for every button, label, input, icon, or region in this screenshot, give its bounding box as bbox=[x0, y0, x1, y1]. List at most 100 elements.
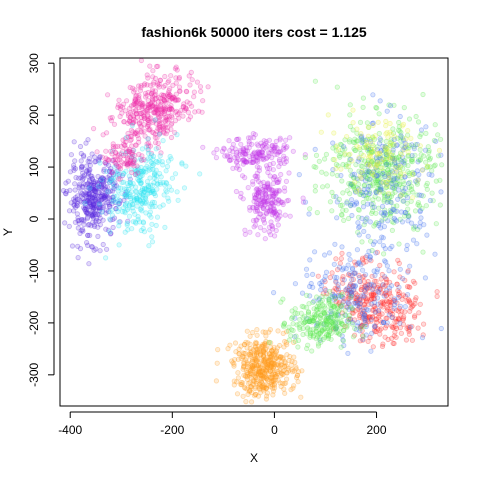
data-point bbox=[322, 273, 328, 279]
data-point bbox=[173, 97, 180, 103]
data-point bbox=[375, 301, 381, 307]
data-point bbox=[412, 223, 419, 229]
data-point bbox=[276, 342, 283, 349]
data-point bbox=[234, 136, 240, 143]
data-point bbox=[98, 183, 104, 189]
data-point bbox=[364, 161, 370, 167]
data-point bbox=[89, 182, 95, 188]
data-point bbox=[355, 319, 361, 326]
data-point bbox=[86, 190, 92, 196]
data-point bbox=[329, 270, 335, 276]
data-point bbox=[360, 104, 366, 111]
data-point bbox=[397, 163, 403, 169]
data-point bbox=[338, 344, 344, 350]
data-point bbox=[282, 338, 288, 345]
data-point bbox=[261, 227, 267, 233]
data-point bbox=[95, 224, 101, 230]
data-point bbox=[168, 134, 175, 141]
data-point bbox=[91, 188, 98, 194]
data-point bbox=[107, 209, 113, 215]
data-point bbox=[96, 156, 102, 162]
data-point bbox=[78, 189, 84, 195]
data-point bbox=[326, 329, 333, 335]
data-point bbox=[101, 179, 107, 185]
data-point bbox=[405, 169, 411, 175]
data-point bbox=[172, 96, 178, 103]
data-point bbox=[392, 318, 398, 325]
data-point bbox=[94, 149, 100, 155]
data-point bbox=[242, 384, 248, 390]
data-point bbox=[109, 151, 115, 157]
data-point bbox=[157, 103, 163, 109]
data-point bbox=[92, 223, 98, 230]
y-tick-label: 0 bbox=[27, 215, 41, 222]
data-point bbox=[123, 189, 129, 195]
data-point bbox=[146, 143, 152, 149]
data-point bbox=[133, 184, 139, 190]
data-point bbox=[155, 112, 161, 118]
data-point bbox=[233, 188, 239, 195]
data-point bbox=[113, 162, 120, 168]
data-point bbox=[334, 199, 340, 205]
data-point bbox=[92, 188, 99, 194]
data-point bbox=[405, 268, 411, 274]
data-point bbox=[396, 241, 402, 247]
data-point bbox=[404, 246, 410, 253]
data-point bbox=[72, 181, 78, 187]
data-point bbox=[168, 187, 175, 193]
data-point bbox=[83, 163, 90, 169]
data-point bbox=[153, 121, 160, 127]
data-point bbox=[150, 89, 156, 95]
data-point bbox=[235, 370, 241, 376]
data-point bbox=[95, 200, 101, 206]
data-point bbox=[93, 185, 99, 191]
data-point bbox=[293, 333, 299, 339]
data-point bbox=[77, 230, 83, 236]
data-point bbox=[157, 77, 164, 84]
data-point bbox=[117, 219, 123, 225]
data-point bbox=[83, 140, 89, 146]
data-point bbox=[278, 171, 284, 178]
data-point bbox=[175, 97, 181, 103]
data-point bbox=[242, 227, 248, 233]
data-point bbox=[136, 110, 142, 117]
data-point bbox=[367, 176, 373, 182]
data-point bbox=[86, 194, 92, 201]
data-point bbox=[359, 215, 365, 221]
data-point bbox=[101, 195, 107, 201]
data-point bbox=[103, 186, 109, 192]
data-point bbox=[140, 100, 146, 107]
data-point bbox=[77, 143, 84, 150]
data-point bbox=[313, 152, 320, 158]
data-point bbox=[271, 209, 277, 215]
data-point bbox=[433, 138, 439, 144]
data-point bbox=[423, 124, 429, 130]
data-point bbox=[91, 197, 97, 204]
data-point bbox=[145, 102, 151, 108]
data-point bbox=[191, 94, 197, 100]
data-point bbox=[270, 289, 277, 296]
data-point bbox=[362, 178, 368, 184]
data-point bbox=[173, 64, 179, 70]
data-point bbox=[75, 218, 81, 224]
data-point bbox=[407, 263, 413, 269]
data-point bbox=[292, 306, 298, 312]
data-point bbox=[398, 330, 404, 336]
data-point bbox=[149, 90, 155, 97]
data-point bbox=[149, 234, 155, 240]
data-point bbox=[145, 146, 151, 152]
data-point bbox=[101, 203, 107, 209]
data-point bbox=[170, 94, 177, 100]
data-point bbox=[96, 205, 102, 211]
data-point bbox=[148, 150, 154, 156]
data-point bbox=[253, 217, 259, 223]
data-point bbox=[157, 117, 163, 123]
data-point bbox=[111, 171, 117, 178]
data-point bbox=[103, 255, 109, 261]
data-point bbox=[349, 201, 355, 207]
data-point bbox=[83, 202, 89, 208]
y-axis-label: Y bbox=[1, 228, 15, 236]
data-point bbox=[96, 198, 102, 204]
data-point bbox=[73, 195, 79, 201]
data-point bbox=[370, 197, 376, 203]
